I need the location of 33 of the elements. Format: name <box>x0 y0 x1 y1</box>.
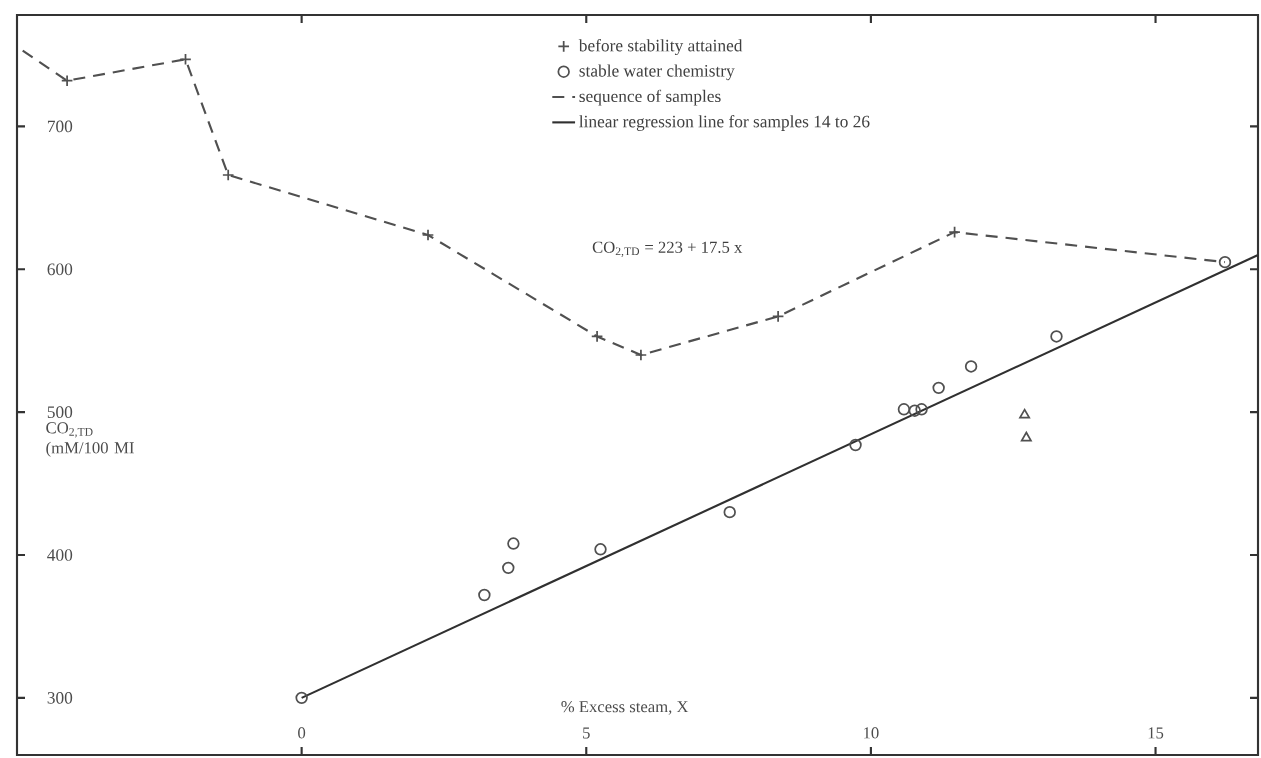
x-tick-label: 15 <box>1148 727 1164 739</box>
point <box>723 505 736 519</box>
y-tick-label: 400 <box>47 549 73 561</box>
point <box>908 404 921 417</box>
y-tick-label: 700 <box>47 120 73 133</box>
y-tick-label: 600 <box>47 263 73 276</box>
y-axis-title: CO$_{2,TD}$ (mM/100 MI <box>46 422 134 457</box>
point <box>594 543 607 556</box>
point <box>897 403 911 416</box>
point <box>502 561 515 575</box>
point <box>849 438 862 452</box>
point <box>179 53 192 66</box>
x-tick-label: 0 <box>298 727 306 739</box>
legend-label: sequence of samples <box>579 89 721 106</box>
point <box>478 588 491 602</box>
point <box>1218 255 1232 269</box>
y-tick-label: 300 <box>47 692 73 704</box>
legend-label: before stability attained <box>578 39 743 56</box>
x-tick-label: 10 <box>864 727 879 739</box>
point <box>1050 330 1063 343</box>
legend-label: linear regression line for samples 14 to 26 <box>579 115 870 131</box>
annotation: CO$_{2,TD}$ = 223 + 17.5 x <box>592 241 743 257</box>
x-tick-label: 5 <box>583 727 590 739</box>
y-tick-label: 500 <box>47 406 73 418</box>
point <box>1020 431 1032 442</box>
x-axis-title: % Excess steam, X <box>561 701 689 715</box>
point <box>1019 408 1031 419</box>
point <box>964 360 978 373</box>
point <box>295 691 308 705</box>
point <box>932 381 945 395</box>
point <box>915 403 928 416</box>
point <box>507 537 520 550</box>
legend-label: stable water chemistry <box>579 64 735 81</box>
